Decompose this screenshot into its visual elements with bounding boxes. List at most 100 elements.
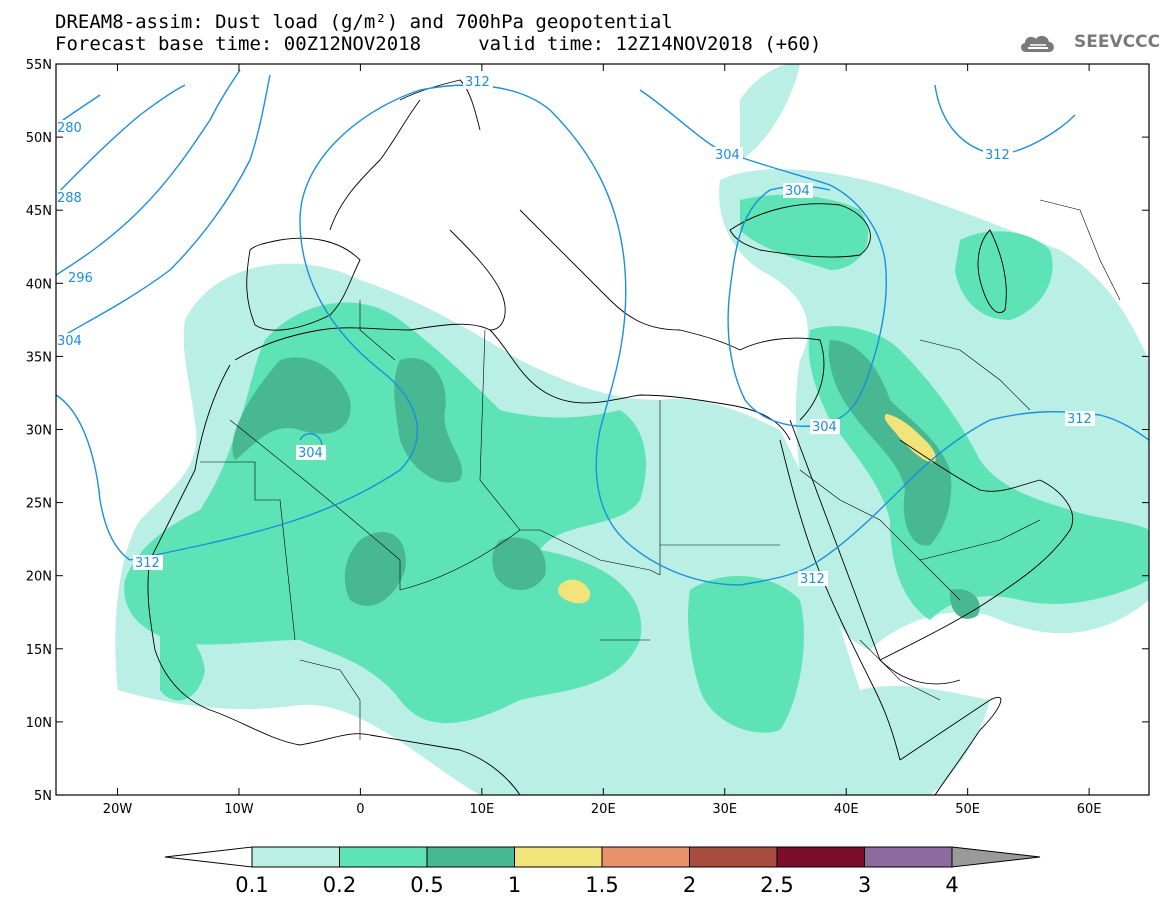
- dust-region-sudan-medium: [688, 576, 804, 733]
- colorbar-swatch: [864, 846, 953, 868]
- logo-text: SEEVCCC: [1074, 32, 1161, 52]
- contour-304-atlantic: [56, 394, 131, 561]
- lat-label: 35N: [26, 350, 52, 365]
- colorbar: 0.1 0.2 0.5 1 1.5 2 2.5 3 4: [164, 846, 1041, 897]
- dust-region-iraq-dark: [828, 340, 952, 546]
- colorbar-label: 2.5: [760, 873, 793, 897]
- dust-region-chad-dark: [492, 537, 546, 590]
- lon-label: 50E: [955, 802, 980, 817]
- contour-296: [56, 69, 241, 276]
- colorbar-swatch: [601, 846, 690, 868]
- colorbar-label: 1: [508, 873, 521, 897]
- colorbar-overflow: [951, 846, 1041, 868]
- coast-italy: [449, 229, 506, 331]
- colorbar-swatch: [251, 846, 340, 868]
- lon-label: 0: [356, 802, 364, 817]
- contour-label: 296: [68, 271, 93, 286]
- contour-288: [56, 84, 186, 196]
- coastlines: [147, 79, 1074, 795]
- contour-label: 304: [785, 184, 810, 199]
- colorbar-label: 3: [858, 873, 871, 897]
- dust-region-arabia-medium: [808, 326, 1149, 620]
- colorbar-swatch: [339, 846, 428, 868]
- contour-labels: 312 304 312 304 280 288 296 304 304 312 …: [56, 74, 1095, 587]
- dust-region-black-sea-medium: [740, 194, 869, 270]
- lat-label: 15N: [26, 643, 52, 658]
- colorbar-swatch: [776, 846, 865, 868]
- lat-label: 45N: [26, 204, 52, 219]
- latitude-axis: 55N 50N 45N 40N 35N 30N 25N 20N 15N 10N 5N: [26, 58, 1149, 804]
- lat-label: 25N: [26, 497, 52, 512]
- contour-label: 304: [715, 148, 740, 163]
- coast-caspian: [977, 229, 1007, 313]
- contour-label: 304: [57, 334, 82, 349]
- longitude-axis: 20W 10W 0 10E 20E 30E 40E 50E 60E: [103, 64, 1102, 817]
- country-borders: [200, 199, 1121, 740]
- colorbar-swatch: [426, 846, 515, 868]
- coast-arabia-south: [879, 479, 1074, 661]
- coast-france-uk: [329, 79, 481, 231]
- lat-label: 5N: [34, 789, 52, 804]
- lon-label: 60E: [1077, 802, 1102, 817]
- forecast-time-subtitle: Forecast base time: 00Z12NOV2018 valid t…: [55, 33, 822, 55]
- contour-312-north: [934, 84, 1076, 156]
- dust-region-algeria-dark: [394, 358, 463, 483]
- dust-region-iraq-peak: [884, 414, 936, 463]
- contour-label: 312: [985, 148, 1010, 163]
- contour-label: 312: [800, 572, 825, 587]
- lon-label: 30E: [712, 802, 737, 817]
- dust-region-horn-light: [860, 685, 990, 795]
- lat-label: 30N: [26, 424, 52, 439]
- dust-region-west-africa-medium: [160, 627, 205, 701]
- dust-region-tibesti-peak: [558, 579, 591, 604]
- contour-label: 312: [465, 75, 490, 90]
- dust-region-caspian-light: [740, 64, 800, 160]
- colorbar-label: 0.5: [410, 873, 443, 897]
- colorbar-label: 0.1: [235, 873, 268, 897]
- cloud-logo-icon: [1020, 35, 1054, 52]
- coast-north-africa: [234, 323, 791, 441]
- lat-label: 50N: [26, 131, 52, 146]
- map-title: DREAM8-assim: Dust load (g/m²) and 700hP…: [55, 11, 673, 33]
- coast-red-sea-west: [779, 439, 901, 761]
- coast-red-sea-east: [789, 419, 961, 685]
- contour-312-main: [129, 84, 1149, 586]
- coast-gulf-of-guinea: [369, 734, 521, 795]
- colorbar-underflow: [164, 846, 253, 868]
- colorbar-label: 1.5: [585, 873, 618, 897]
- coast-turkey-levant: [739, 337, 825, 421]
- geopotential-contours: [56, 69, 1149, 586]
- dust-region-mali-dark: [344, 531, 406, 606]
- lon-label: 20E: [591, 802, 616, 817]
- colorbar-label: 4: [945, 873, 958, 897]
- lat-label: 55N: [26, 58, 52, 73]
- coast-horn-africa: [899, 696, 1002, 795]
- colorbar-label: 0.2: [323, 873, 356, 897]
- colorbar-swatch: [514, 846, 603, 868]
- contour-label: 312: [135, 556, 160, 571]
- contour-304-west: [56, 74, 271, 341]
- colorbar-swatch: [689, 846, 778, 868]
- dust-field: [115, 64, 1149, 795]
- coast-persian-gulf: [899, 439, 1041, 492]
- dust-region-caspian-medium: [955, 231, 1053, 320]
- lon-label: 40E: [834, 802, 859, 817]
- lon-label: 20W: [103, 802, 133, 817]
- lon-label: 10E: [469, 802, 494, 817]
- lat-label: 10N: [26, 716, 52, 731]
- lat-label: 20N: [26, 570, 52, 585]
- lon-label: 10W: [224, 802, 254, 817]
- coast-iberia: [246, 237, 361, 331]
- contour-304-east: [639, 89, 888, 427]
- contour-label: 312: [1067, 412, 1092, 427]
- contour-label: 280: [57, 121, 82, 136]
- contour-label: 304: [298, 446, 323, 461]
- contour-label: 304: [812, 420, 837, 435]
- coast-black-sea: [729, 203, 871, 258]
- dust-region-morocco-dark: [232, 357, 351, 460]
- colorbar-label: 2: [683, 873, 696, 897]
- lat-label: 40N: [26, 277, 52, 292]
- coast-balkans-greece: [519, 209, 741, 351]
- coast-west-africa: [147, 364, 371, 746]
